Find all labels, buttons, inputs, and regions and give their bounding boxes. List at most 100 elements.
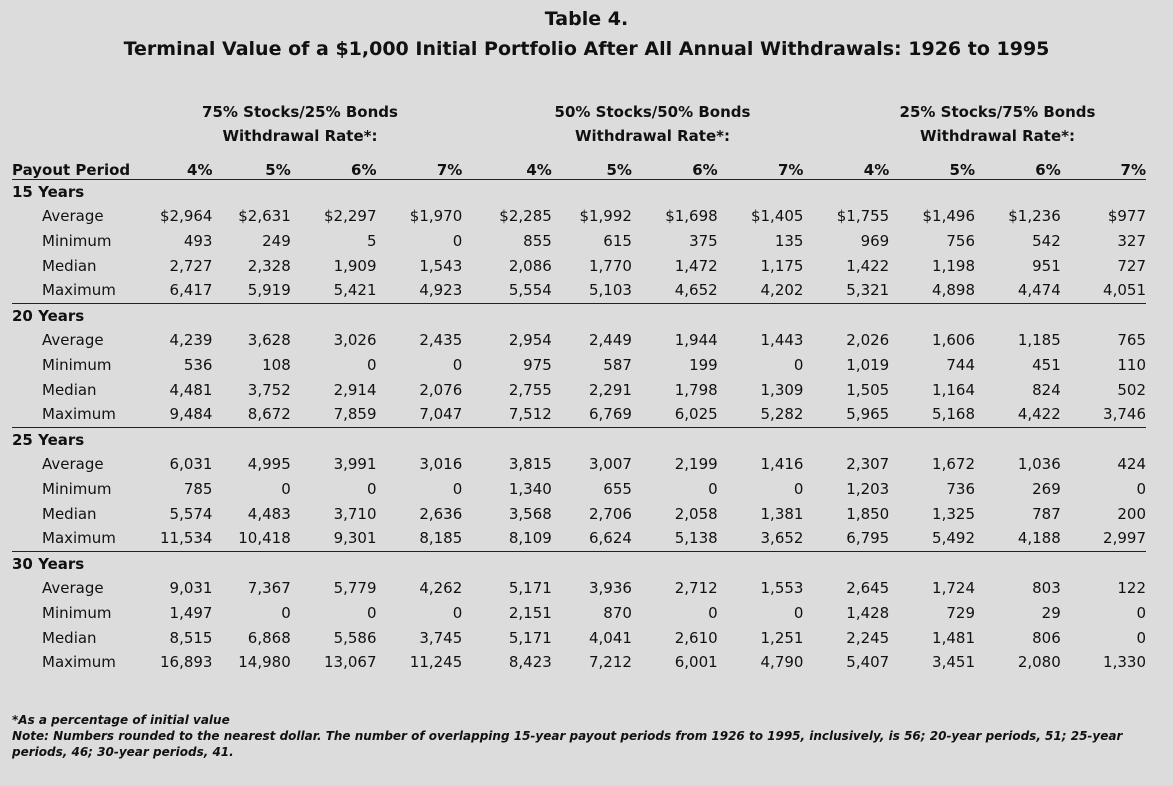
section-header-row: 20 Years <box>12 302 1146 329</box>
value-cell: 9,484 <box>169 405 213 424</box>
row-label: Average <box>42 579 104 598</box>
value-cell: 1,428 <box>846 603 890 622</box>
rate-header: 7% <box>717 154 804 180</box>
value-cell: 5,919 <box>247 281 291 300</box>
value-cell: 6,795 <box>846 529 890 548</box>
value-cell: 6,868 <box>247 628 291 647</box>
value-cell: 1,330 <box>1103 653 1146 672</box>
value-cell: 2,307 <box>846 455 890 474</box>
value-cell: 5 <box>366 232 377 251</box>
value-cell: 2,645 <box>846 579 890 598</box>
value-cell: 1,416 <box>760 455 804 474</box>
section-divider-cell <box>975 178 1061 205</box>
section-divider-cell <box>1060 426 1146 453</box>
value-cell: 1,770 <box>588 256 632 275</box>
value-cell: 0 <box>452 603 463 622</box>
value-cell: 14,980 <box>238 653 291 672</box>
value-cell: 2,435 <box>419 331 463 350</box>
value-cell: 1,325 <box>932 504 975 523</box>
section-label: 15 Years <box>12 178 160 205</box>
value-cell: 2,086 <box>508 256 552 275</box>
value-cell: 6,769 <box>588 405 632 424</box>
value-cell: 4,188 <box>1017 529 1061 548</box>
section-divider-cell <box>631 302 718 329</box>
value-cell: 587 <box>603 356 632 375</box>
section-divider-cell <box>290 426 377 453</box>
value-cell: 424 <box>1117 455 1146 474</box>
row-label: Minimum <box>42 232 112 251</box>
rate-header: 7% <box>376 154 463 180</box>
value-cell: 7,512 <box>508 405 552 424</box>
value-cell: 4,474 <box>1017 281 1061 300</box>
value-cell: 7,047 <box>419 405 463 424</box>
table-row: Minimum 1,497 0 0 0 2,151 870 0 0 1,428 729 29 0 <box>12 601 1146 626</box>
footnote-rate: *As a percentage of initial value <box>12 713 230 727</box>
table-row: Minimum 536 108 0 0 975 587 199 0 1,019 744 451 110 <box>12 353 1146 378</box>
section-divider-cell <box>212 550 291 577</box>
value-cell: 1,164 <box>932 380 975 399</box>
value-cell: 1,553 <box>760 579 804 598</box>
value-cell: 2,058 <box>674 504 718 523</box>
value-cell: 1,019 <box>846 356 890 375</box>
value-cell: 11,245 <box>409 653 463 672</box>
value-cell: 2,026 <box>846 331 890 350</box>
value-cell: 0 <box>708 480 718 499</box>
section-divider-cell <box>889 178 975 205</box>
value-cell: 5,321 <box>846 281 890 300</box>
section-divider-cell <box>975 302 1061 329</box>
section-divider-cell <box>717 426 804 453</box>
value-cell: 6,025 <box>674 405 718 424</box>
section-divider-cell <box>376 550 463 577</box>
value-cell: 108 <box>262 356 291 375</box>
value-cell: 0 <box>793 480 804 499</box>
section-divider-cell <box>159 426 213 453</box>
row-label: Minimum <box>42 480 112 499</box>
value-cell: 803 <box>1032 579 1061 598</box>
payout-period-header: Payout Period <box>12 154 160 180</box>
value-cell: 5,492 <box>932 529 975 548</box>
section-divider-cell <box>212 302 291 329</box>
value-cell: 5,103 <box>588 281 632 300</box>
section-label: 30 Years <box>12 550 160 577</box>
rate-header: 6% <box>290 154 377 180</box>
section-divider-cell <box>1060 302 1146 329</box>
table-row: Average $2,964 $2,631 $2,297 $1,970 $2,285 $1,… <box>12 204 1146 229</box>
value-cell: 969 <box>860 232 890 251</box>
rate-header: 5% <box>212 154 291 180</box>
rate-header: 4% <box>159 154 213 180</box>
table-row: Average 6,031 4,995 3,991 3,016 3,815 3,007 2,1… <box>12 452 1146 477</box>
value-cell: 4,481 <box>169 380 213 399</box>
section-divider-cell <box>290 302 377 329</box>
section-divider-cell <box>462 426 552 453</box>
value-cell: 5,407 <box>846 653 890 672</box>
value-cell: 1,724 <box>932 579 975 598</box>
section-header-row: 25 Years <box>12 426 1146 453</box>
table-row: Minimum 493 249 5 0 855 615 375 135 969 756 542 327 <box>12 229 1146 254</box>
value-cell: 615 <box>603 232 632 251</box>
table-caption: Terminal Value of a $1,000 Initial Portf… <box>123 38 1050 60</box>
value-cell: 11,534 <box>159 529 213 548</box>
section-divider-cell <box>1060 550 1146 577</box>
value-cell: 765 <box>1117 331 1146 350</box>
value-cell: 9,031 <box>169 579 213 598</box>
value-cell: 7,859 <box>333 405 377 424</box>
value-cell: 327 <box>1117 232 1146 251</box>
value-cell: 2,291 <box>588 380 632 399</box>
value-cell: 3,936 <box>588 579 632 598</box>
value-cell: 29 <box>1041 603 1061 622</box>
value-cell: 6,001 <box>674 653 718 672</box>
table-row: Maximum 11,534 10,418 9,301 8,185 8,109 6,624 5… <box>12 526 1146 551</box>
value-cell: 951 <box>1032 256 1061 275</box>
section-divider-cell <box>551 426 632 453</box>
value-cell: 3,746 <box>1103 405 1146 424</box>
value-cell: 8,515 <box>169 628 213 647</box>
value-cell: 0 <box>281 480 291 499</box>
column-header-row: Payout Period 4% 5% 6% 7% 4% 5% 6% 7% 4%… <box>12 154 1146 180</box>
value-cell: 3,752 <box>247 380 291 399</box>
section-label: 25 Years <box>12 426 160 453</box>
section-label: 20 Years <box>12 302 160 329</box>
value-cell: $1,698 <box>665 207 718 226</box>
section-divider-cell <box>803 426 890 453</box>
section-divider-cell <box>889 550 975 577</box>
row-label: Median <box>42 628 97 647</box>
